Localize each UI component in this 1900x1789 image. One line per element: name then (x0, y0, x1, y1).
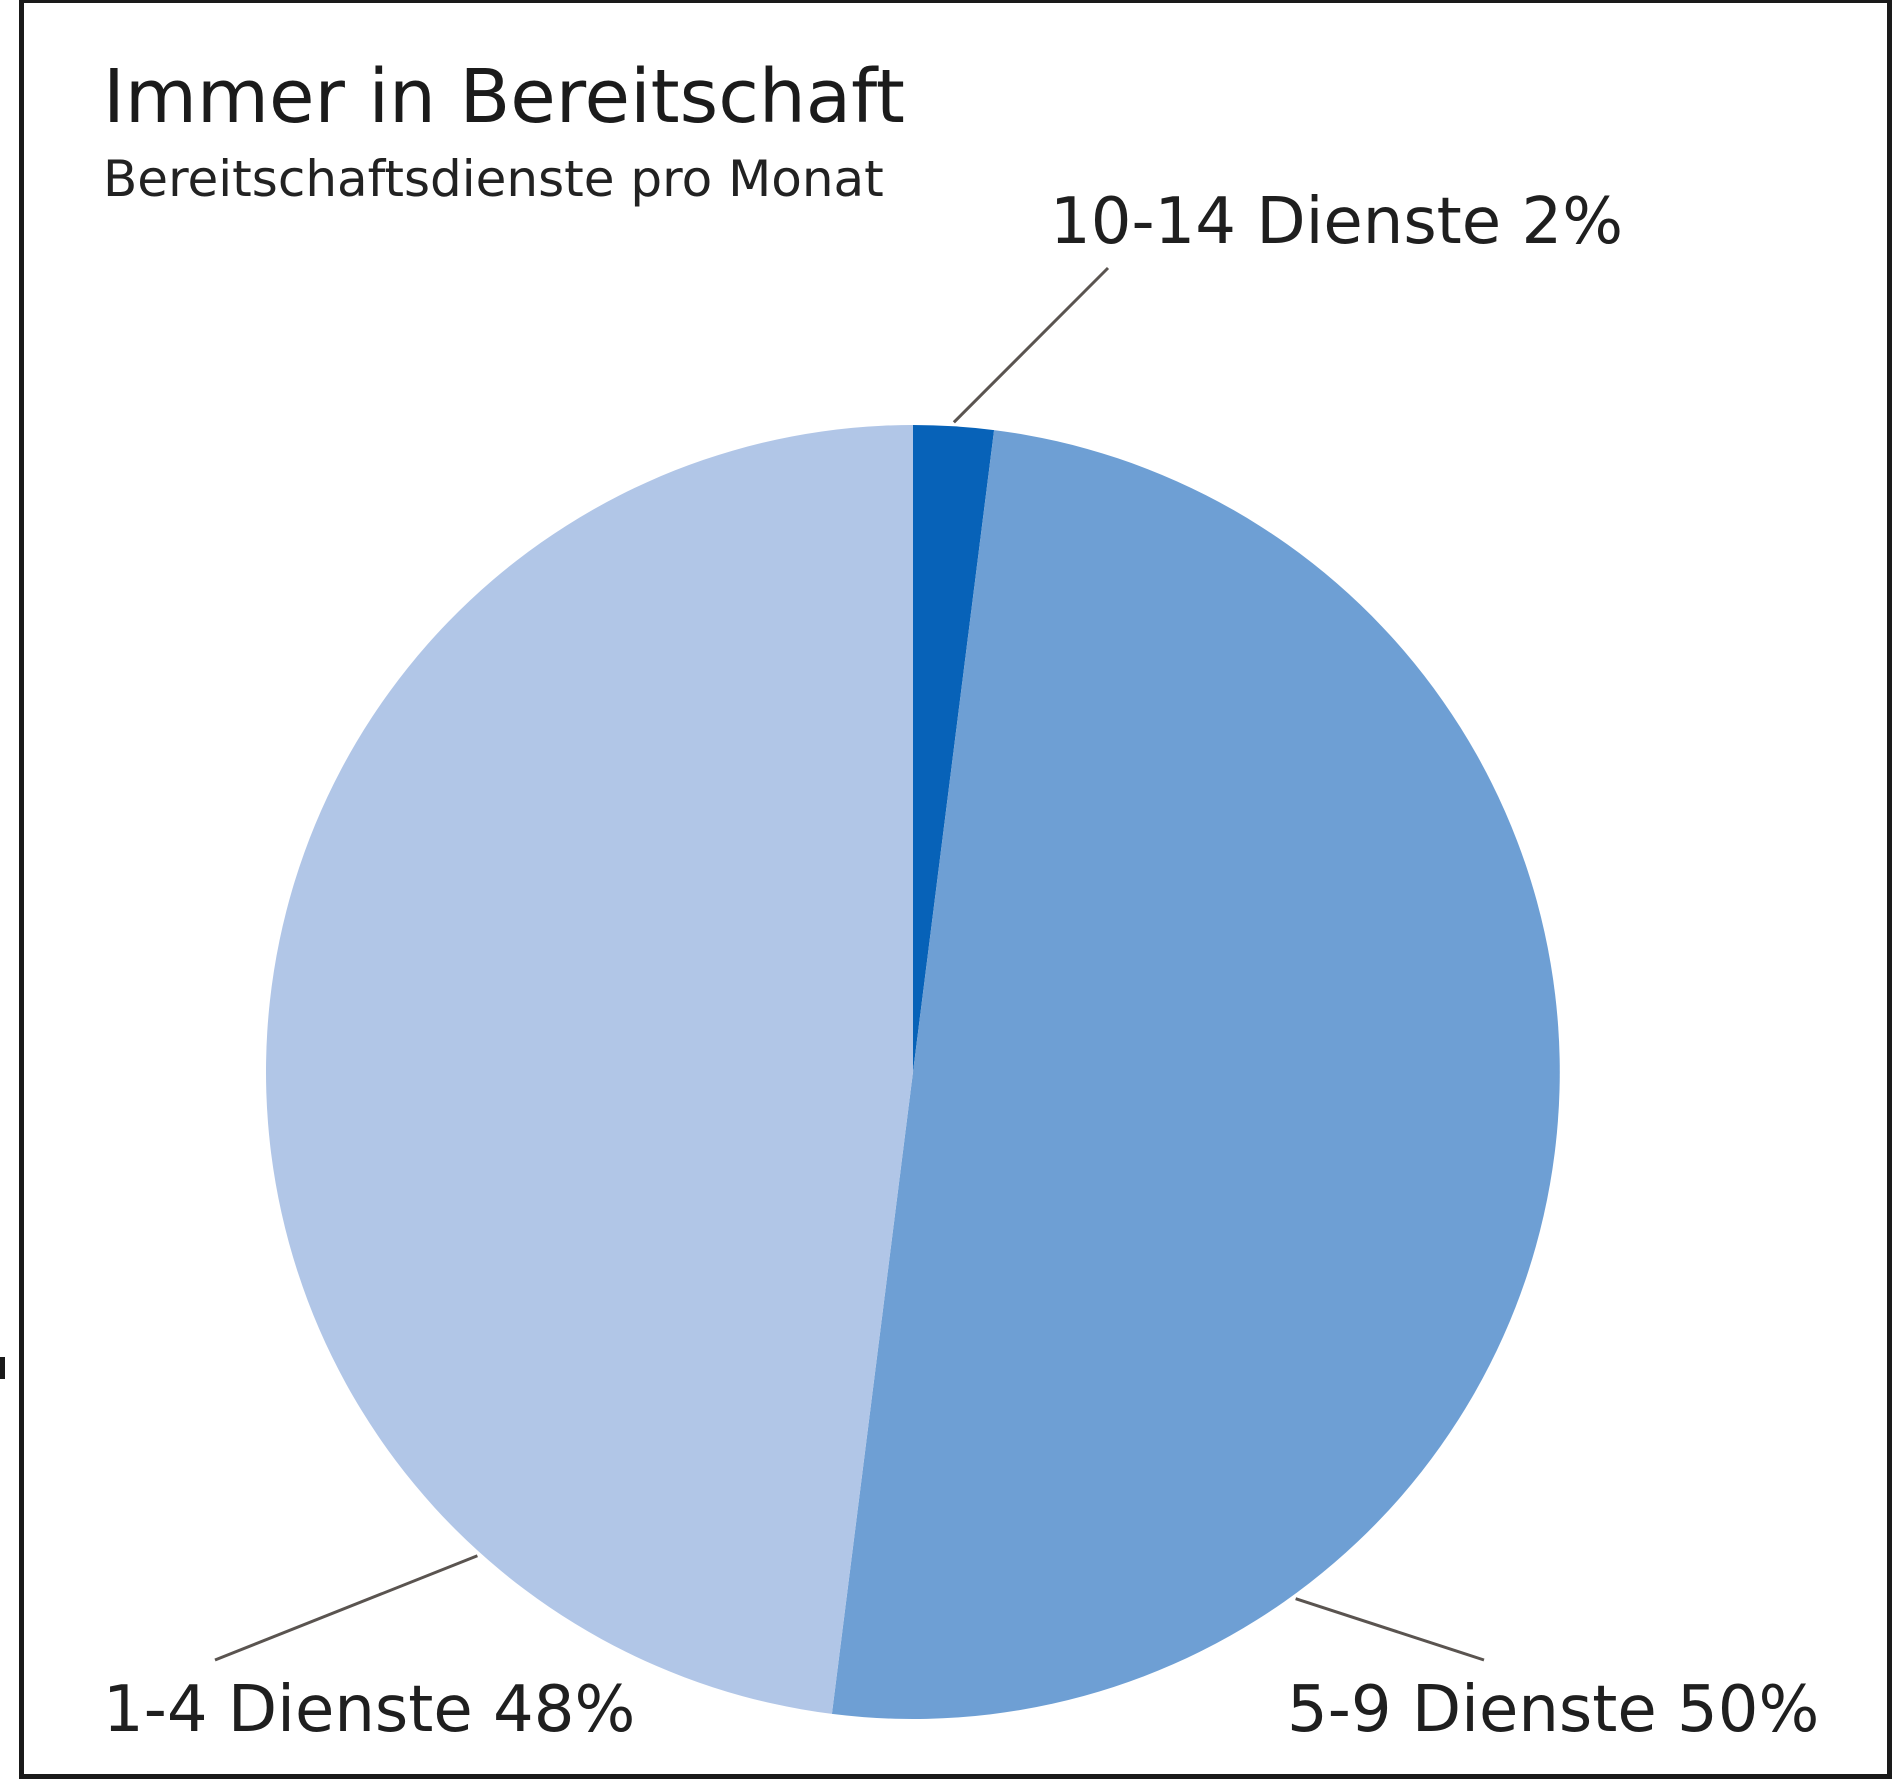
pie-slices (265, 425, 1560, 1719)
slice-label-10-14: 10-14 Dienste 2% (1050, 185, 1623, 259)
chart-title: Immer in Bereitschaft (103, 54, 905, 140)
slice-10-14 (913, 425, 995, 1072)
leader-line-slice-1-4 (214, 1554, 478, 1662)
chart-subtitle: Bereitschaftsdienste pro Monat (103, 150, 884, 208)
leader-line-slice-5-9 (1295, 1597, 1485, 1662)
leader-line-slice-10-14 (952, 266, 1110, 424)
left-edge-tick (0, 1357, 5, 1379)
slice-label-1-4: 1-4 Dienste 48% (103, 1673, 635, 1747)
slice-label-5-9: 5-9 Dienste 50% (1287, 1673, 1819, 1747)
slice-1-4 (265, 425, 914, 1714)
leader-lines (214, 266, 1485, 1662)
slice-5-9 (831, 430, 1560, 1719)
